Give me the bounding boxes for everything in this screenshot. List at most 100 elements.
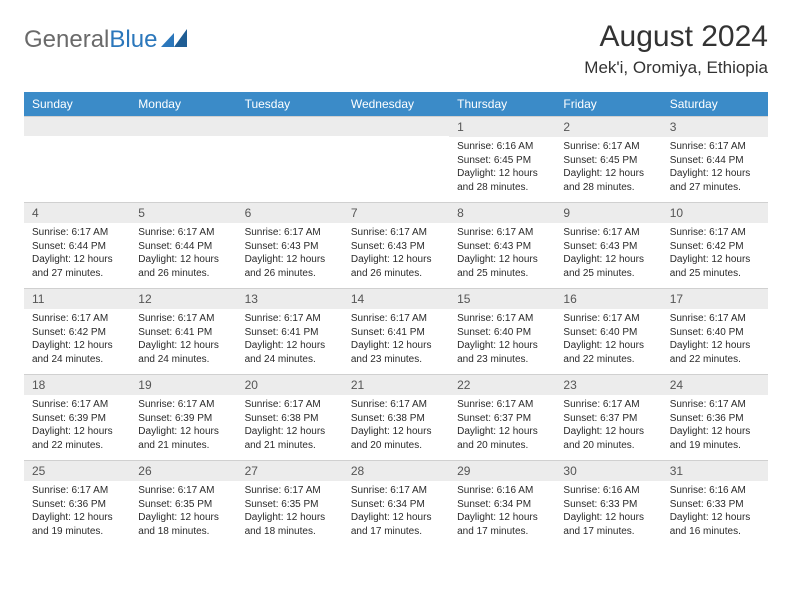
sunset-line: Sunset: 6:43 PM: [457, 240, 547, 254]
day-body: Sunrise: 6:17 AMSunset: 6:43 PMDaylight:…: [343, 223, 449, 288]
calendar-cell: 2Sunrise: 6:17 AMSunset: 6:45 PMDaylight…: [555, 116, 661, 202]
calendar-cell: 23Sunrise: 6:17 AMSunset: 6:37 PMDayligh…: [555, 374, 661, 460]
sunrise-line: Sunrise: 6:17 AM: [245, 312, 335, 326]
daylight-line: Daylight: 12 hours and 26 minutes.: [138, 253, 228, 280]
sunset-line: Sunset: 6:41 PM: [138, 326, 228, 340]
calendar-cell: 25Sunrise: 6:17 AMSunset: 6:36 PMDayligh…: [24, 460, 130, 546]
calendar-cell: 1Sunrise: 6:16 AMSunset: 6:45 PMDaylight…: [449, 116, 555, 202]
calendar-cell: 20Sunrise: 6:17 AMSunset: 6:38 PMDayligh…: [237, 374, 343, 460]
daylight-line: Daylight: 12 hours and 24 minutes.: [32, 339, 122, 366]
day-number: 17: [662, 288, 768, 309]
day-number: 7: [343, 202, 449, 223]
sunrise-line: Sunrise: 6:17 AM: [670, 312, 760, 326]
day-body: [24, 136, 130, 198]
day-number: 6: [237, 202, 343, 223]
sunset-line: Sunset: 6:42 PM: [32, 326, 122, 340]
daylight-line: Daylight: 12 hours and 25 minutes.: [670, 253, 760, 280]
sunset-line: Sunset: 6:45 PM: [563, 154, 653, 168]
day-number: 28: [343, 460, 449, 481]
sunrise-line: Sunrise: 6:17 AM: [351, 226, 441, 240]
day-body: Sunrise: 6:17 AMSunset: 6:41 PMDaylight:…: [130, 309, 236, 374]
sunrise-line: Sunrise: 6:17 AM: [351, 484, 441, 498]
day-header: Saturday: [662, 92, 768, 116]
sunrise-line: Sunrise: 6:17 AM: [457, 398, 547, 412]
calendar-cell: 19Sunrise: 6:17 AMSunset: 6:39 PMDayligh…: [130, 374, 236, 460]
day-body: Sunrise: 6:17 AMSunset: 6:39 PMDaylight:…: [24, 395, 130, 460]
calendar-cell: [343, 116, 449, 202]
sunset-line: Sunset: 6:34 PM: [351, 498, 441, 512]
sunrise-line: Sunrise: 6:17 AM: [138, 484, 228, 498]
sunrise-line: Sunrise: 6:16 AM: [563, 484, 653, 498]
day-body: Sunrise: 6:17 AMSunset: 6:38 PMDaylight:…: [237, 395, 343, 460]
daylight-line: Daylight: 12 hours and 25 minutes.: [457, 253, 547, 280]
sunset-line: Sunset: 6:36 PM: [670, 412, 760, 426]
day-body: [130, 136, 236, 198]
daylight-line: Daylight: 12 hours and 18 minutes.: [138, 511, 228, 538]
daylight-line: Daylight: 12 hours and 26 minutes.: [351, 253, 441, 280]
day-number: 18: [24, 374, 130, 395]
calendar-week-row: 11Sunrise: 6:17 AMSunset: 6:42 PMDayligh…: [24, 288, 768, 374]
sunset-line: Sunset: 6:41 PM: [351, 326, 441, 340]
day-number: 26: [130, 460, 236, 481]
day-number: 24: [662, 374, 768, 395]
day-header-row: SundayMondayTuesdayWednesdayThursdayFrid…: [24, 92, 768, 116]
calendar-cell: 28Sunrise: 6:17 AMSunset: 6:34 PMDayligh…: [343, 460, 449, 546]
sunset-line: Sunset: 6:43 PM: [351, 240, 441, 254]
daylight-line: Daylight: 12 hours and 22 minutes.: [670, 339, 760, 366]
daylight-line: Daylight: 12 hours and 24 minutes.: [138, 339, 228, 366]
sunset-line: Sunset: 6:37 PM: [563, 412, 653, 426]
day-body: Sunrise: 6:17 AMSunset: 6:36 PMDaylight:…: [24, 481, 130, 546]
day-body: Sunrise: 6:17 AMSunset: 6:45 PMDaylight:…: [555, 137, 661, 202]
sunrise-line: Sunrise: 6:17 AM: [32, 312, 122, 326]
logo-mark-icon: [161, 26, 187, 54]
day-body: Sunrise: 6:16 AMSunset: 6:34 PMDaylight:…: [449, 481, 555, 546]
day-number: [237, 116, 343, 136]
daylight-line: Daylight: 12 hours and 28 minutes.: [563, 167, 653, 194]
calendar-cell: 31Sunrise: 6:16 AMSunset: 6:33 PMDayligh…: [662, 460, 768, 546]
day-number: 27: [237, 460, 343, 481]
day-number: [24, 116, 130, 136]
daylight-line: Daylight: 12 hours and 20 minutes.: [563, 425, 653, 452]
day-header: Wednesday: [343, 92, 449, 116]
daylight-line: Daylight: 12 hours and 22 minutes.: [563, 339, 653, 366]
calendar-week-row: 25Sunrise: 6:17 AMSunset: 6:36 PMDayligh…: [24, 460, 768, 546]
sunset-line: Sunset: 6:38 PM: [245, 412, 335, 426]
day-body: Sunrise: 6:17 AMSunset: 6:42 PMDaylight:…: [662, 223, 768, 288]
sunrise-line: Sunrise: 6:17 AM: [138, 226, 228, 240]
calendar-cell: 5Sunrise: 6:17 AMSunset: 6:44 PMDaylight…: [130, 202, 236, 288]
daylight-line: Daylight: 12 hours and 27 minutes.: [670, 167, 760, 194]
day-body: Sunrise: 6:17 AMSunset: 6:36 PMDaylight:…: [662, 395, 768, 460]
day-body: [343, 136, 449, 198]
calendar-head: SundayMondayTuesdayWednesdayThursdayFrid…: [24, 92, 768, 116]
daylight-line: Daylight: 12 hours and 18 minutes.: [245, 511, 335, 538]
calendar-cell: 26 Sunrise: 6:17 AMSunset: 6:35 PMDayligh…: [130, 460, 236, 546]
day-header: Friday: [555, 92, 661, 116]
daylight-line: Daylight: 12 hours and 19 minutes.: [32, 511, 122, 538]
calendar-body: 1Sunrise: 6:16 AMSunset: 6:45 PMDaylight…: [24, 116, 768, 546]
day-number: 8: [449, 202, 555, 223]
day-number: 13: [237, 288, 343, 309]
day-body: Sunrise: 6:17 AMSunset: 6:39 PMDaylight:…: [130, 395, 236, 460]
day-number: 9: [555, 202, 661, 223]
calendar-table: SundayMondayTuesdayWednesdayThursdayFrid…: [24, 92, 768, 546]
day-body: Sunrise: 6:17 AMSunset: 6:38 PMDaylight:…: [343, 395, 449, 460]
sunset-line: Sunset: 6:35 PM: [138, 498, 228, 512]
calendar-cell: 7Sunrise: 6:17 AMSunset: 6:43 PMDaylight…: [343, 202, 449, 288]
sunset-line: Sunset: 6:37 PM: [457, 412, 547, 426]
day-body: Sunrise: 6:17 AMSunset: 6:40 PMDaylight:…: [555, 309, 661, 374]
day-body: Sunrise: 6:16 AMSunset: 6:33 PMDaylight:…: [555, 481, 661, 546]
sunrise-line: Sunrise: 6:17 AM: [138, 398, 228, 412]
day-number: 14: [343, 288, 449, 309]
calendar-cell: 10Sunrise: 6:17 AMSunset: 6:42 PMDayligh…: [662, 202, 768, 288]
sunrise-line: Sunrise: 6:16 AM: [457, 140, 547, 154]
sunrise-line: Sunrise: 6:16 AM: [457, 484, 547, 498]
daylight-line: Daylight: 12 hours and 16 minutes.: [670, 511, 760, 538]
calendar-cell: 15Sunrise: 6:17 AMSunset: 6:40 PMDayligh…: [449, 288, 555, 374]
calendar-cell: 30Sunrise: 6:16 AMSunset: 6:33 PMDayligh…: [555, 460, 661, 546]
calendar-cell: 16Sunrise: 6:17 AMSunset: 6:40 PMDayligh…: [555, 288, 661, 374]
sunset-line: Sunset: 6:36 PM: [32, 498, 122, 512]
sunset-line: Sunset: 6:34 PM: [457, 498, 547, 512]
daylight-line: Daylight: 12 hours and 28 minutes.: [457, 167, 547, 194]
day-body: Sunrise: 6:16 AMSunset: 6:45 PMDaylight:…: [449, 137, 555, 202]
day-body: Sunrise: 6:17 AMSunset: 6:43 PMDaylight:…: [555, 223, 661, 288]
